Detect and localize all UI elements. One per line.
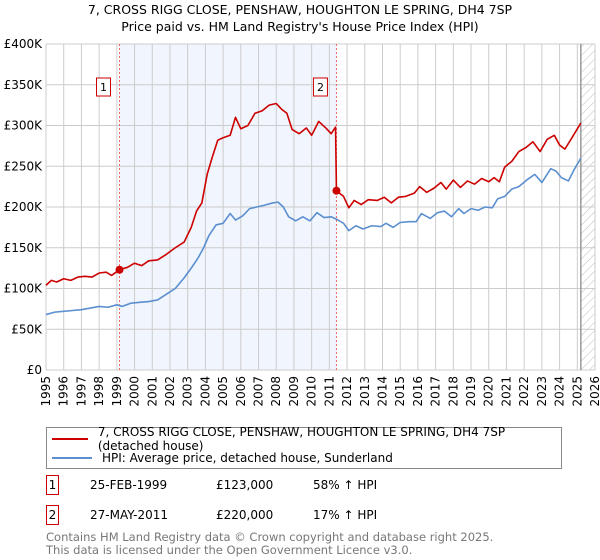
legend-swatch-blue bbox=[52, 457, 92, 459]
legend: 7, CROSS RIGG CLOSE, PENSHAW, HOUGHTON L… bbox=[46, 425, 562, 469]
chart-subtitle: Price paid vs. HM Land Registry's House … bbox=[121, 19, 478, 34]
x-tick-label: 2019 bbox=[464, 376, 478, 407]
x-tick-label: 2010 bbox=[305, 376, 319, 407]
x-tick-label: 2025 bbox=[570, 376, 584, 407]
y-tick-label: £100K bbox=[4, 282, 44, 296]
sale-badge: 1 bbox=[46, 475, 59, 495]
y-tick-label: £50K bbox=[11, 322, 43, 336]
chart-title: 7, CROSS RIGG CLOSE, PENSHAW, HOUGHTON L… bbox=[88, 2, 513, 17]
sale-price: £220,000 bbox=[216, 508, 274, 522]
y-tick-label: £300K bbox=[4, 119, 44, 133]
x-tick-label: 1997 bbox=[74, 376, 88, 407]
x-tick-label: 2026 bbox=[588, 376, 600, 407]
x-tick-label: 2007 bbox=[252, 376, 266, 407]
annotation-label: 1 bbox=[100, 81, 107, 94]
x-tick-label: 2020 bbox=[482, 376, 496, 407]
x-tick-label: 2001 bbox=[145, 376, 159, 407]
legend-swatch-red bbox=[52, 438, 88, 440]
x-tick-label: 2006 bbox=[234, 376, 248, 407]
series-line bbox=[45, 102, 582, 286]
x-tick-label: 2011 bbox=[322, 376, 336, 407]
annotation-badge bbox=[312, 77, 328, 97]
legend-item-hpi: HPI: Average price, detached house, Sund… bbox=[47, 449, 393, 467]
annotation-badge bbox=[95, 77, 111, 97]
footer-copyright: Contains HM Land Registry data © Crown c… bbox=[46, 530, 494, 544]
sale-hpi: 17% ↑ HPI bbox=[313, 508, 378, 522]
x-tick-label: 2009 bbox=[287, 376, 301, 407]
x-tick-label: 1998 bbox=[92, 376, 106, 407]
x-tick-label: 2016 bbox=[411, 376, 425, 407]
x-tick-label: 2013 bbox=[358, 376, 372, 407]
y-tick-label: £200K bbox=[4, 200, 44, 214]
x-tick-label: 1999 bbox=[110, 376, 124, 407]
footer-licence: This data is licensed under the Open Gov… bbox=[46, 543, 413, 557]
x-tick-label: 2005 bbox=[216, 376, 230, 407]
x-tick-label: 2017 bbox=[429, 376, 443, 407]
x-tick-label: 1996 bbox=[57, 376, 71, 407]
y-tick-label: £150K bbox=[4, 241, 44, 255]
annotation-label: 2 bbox=[317, 81, 324, 94]
y-tick-label: £250K bbox=[4, 159, 44, 173]
legend-label: 7, CROSS RIGG CLOSE, PENSHAW, HOUGHTON L… bbox=[97, 425, 506, 453]
x-tick-label: 2002 bbox=[163, 376, 177, 407]
sale-point bbox=[332, 186, 341, 195]
series-line bbox=[45, 157, 582, 316]
legend-item-property: 7, CROSS RIGG CLOSE, PENSHAW, HOUGHTON L… bbox=[47, 425, 561, 453]
x-tick-label: 2024 bbox=[553, 376, 567, 407]
sale-badge: 2 bbox=[46, 505, 59, 525]
x-tick-label: 2022 bbox=[517, 376, 531, 407]
sale-hpi: 58% ↑ HPI bbox=[313, 478, 378, 492]
sale-date: 27-MAY-2011 bbox=[90, 508, 169, 522]
sale-row: 1 25-FEB-1999 £123,000 58% ↑ HPI bbox=[46, 475, 446, 495]
x-tick-label: 2018 bbox=[446, 376, 460, 407]
x-tick-label: 2021 bbox=[499, 376, 513, 407]
footer: Contains HM Land Registry data © Crown c… bbox=[46, 531, 493, 557]
x-tick-label: 2003 bbox=[181, 376, 195, 407]
x-tick-label: 2023 bbox=[535, 376, 549, 407]
sale-date: 25-FEB-1999 bbox=[90, 478, 168, 492]
x-tick-label: 2014 bbox=[375, 376, 389, 407]
y-tick-label: £400K bbox=[4, 37, 44, 51]
price-chart: 7, CROSS RIGG CLOSE, PENSHAW, HOUGHTON L… bbox=[4, 2, 600, 407]
sale-row: 2 27-MAY-2011 £220,000 17% ↑ HPI bbox=[46, 505, 446, 525]
y-tick-label: £350K bbox=[4, 78, 44, 92]
sale-point bbox=[115, 265, 124, 274]
y-tick-label: £0 bbox=[27, 363, 42, 377]
x-tick-label: 2004 bbox=[198, 376, 212, 407]
x-tick-label: 2000 bbox=[128, 376, 142, 407]
x-tick-label: 2012 bbox=[340, 376, 354, 407]
x-tick-label: 2015 bbox=[393, 376, 407, 407]
legend-label: HPI: Average price, detached house, Sund… bbox=[102, 451, 393, 465]
sale-price: £123,000 bbox=[216, 478, 274, 492]
x-tick-label: 1995 bbox=[39, 376, 53, 407]
x-tick-label: 2008 bbox=[269, 376, 283, 407]
